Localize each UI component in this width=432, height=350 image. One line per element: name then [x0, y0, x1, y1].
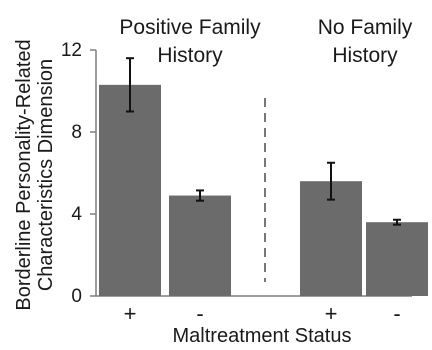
bar [366, 222, 428, 296]
category-label: + [124, 301, 137, 326]
group-title-positive-line-1: Positive Family [119, 16, 261, 39]
category-label: - [393, 301, 400, 326]
bar [99, 84, 161, 296]
group-title-none-line-2: History [332, 44, 398, 67]
y-tick-label: 0 [71, 286, 82, 307]
y-tick-label: 8 [71, 122, 82, 143]
y-axis-title-line-2: Characteristics Dimension [35, 59, 57, 291]
group-title-none-line-1: No Family [318, 16, 413, 39]
group-title-positive-line-2: History [157, 44, 223, 67]
y-tick-label: 12 [61, 40, 82, 61]
category-label: - [196, 301, 203, 326]
category-label: + [325, 301, 338, 326]
plot-area: 0 4 8 12 + - + - [61, 40, 428, 326]
x-axis-title: Maltreatment Status [173, 325, 352, 347]
bar [169, 195, 231, 296]
y-tick-label: 4 [71, 204, 82, 225]
y-axis-title-line-1: Borderline Personality-Related [13, 39, 35, 310]
